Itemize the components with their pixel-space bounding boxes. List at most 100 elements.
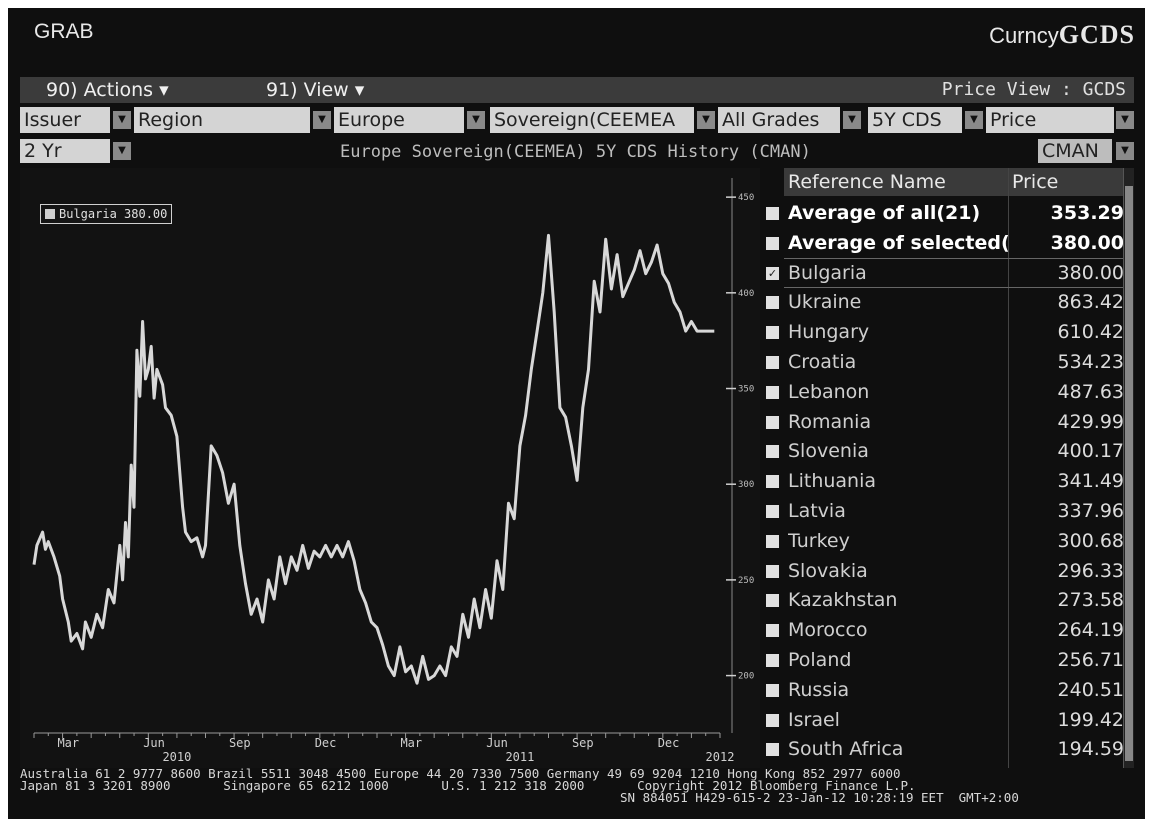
issuer-dropdown[interactable]: Issuer [20, 107, 110, 133]
row-checkbox[interactable] [766, 505, 779, 518]
table-row[interactable]: Slovenia 400.17 [760, 436, 1124, 466]
view-menu[interactable]: 91) View ▾ [266, 78, 364, 102]
x-tick-label: Dec [315, 736, 337, 750]
reference-price: 194.59 [1057, 738, 1124, 761]
cds-history-chart: 450 400 350 300 250 200 Mar Jun Sep Dec Mar Jun Sep D… [20, 168, 760, 768]
region-dropdown-arrow-icon[interactable]: ▼ [313, 111, 331, 129]
table-row[interactable]: Romania 429.99 [760, 407, 1124, 437]
scrollbar-thumb[interactable] [1125, 186, 1133, 761]
reference-name: Ukraine [788, 291, 862, 314]
menu-bar: 90) Actions ▾ 91) View ▾ Price View : GC… [20, 77, 1134, 103]
price-dropdown-label: Price [990, 109, 1037, 131]
table-row[interactable]: Turkey 300.68 [760, 526, 1124, 556]
x-tick-label: Jun [143, 736, 165, 750]
table-row[interactable]: Russia 240.51 [760, 675, 1124, 705]
reference-name-header[interactable]: Reference Name [788, 171, 946, 193]
x-tick-label: Sep [229, 736, 251, 750]
reference-price: 380.00 [1057, 261, 1124, 284]
price-dropdown[interactable]: Price [986, 107, 1114, 133]
region-dropdown[interactable]: Region [134, 107, 310, 133]
row-checkbox[interactable] [766, 743, 779, 757]
source-dropdown-label: CMAN [1042, 140, 1099, 162]
period-dropdown[interactable]: 2 Yr [20, 139, 110, 163]
table-row[interactable]: Average of all(21) 353.29 [760, 198, 1124, 228]
table-row[interactable]: Hungary 610.42 [760, 317, 1124, 347]
row-checkbox[interactable] [766, 356, 779, 369]
actions-menu[interactable]: 90) Actions ▾ [46, 78, 169, 102]
row-checkbox[interactable] [766, 296, 779, 310]
grades-dropdown-arrow-icon[interactable]: ▼ [843, 111, 861, 129]
row-checkbox[interactable] [766, 475, 779, 489]
reference-name: Turkey [788, 529, 850, 552]
selected-row-highlight [784, 257, 1124, 288]
grab-label: GRAB [34, 20, 94, 43]
view-menu-label: 91) View [266, 79, 349, 101]
table-row[interactable]: ✓ Bulgaria 380.00 [760, 257, 1124, 288]
tenor-dropdown[interactable]: 5Y CDS [868, 107, 962, 133]
table-row[interactable]: Latvia 337.96 [760, 496, 1124, 526]
table-row[interactable]: Poland 256.71 [760, 645, 1124, 675]
price-dropdown-arrow-icon[interactable]: ▼ [1116, 111, 1134, 129]
row-checkbox[interactable] [766, 564, 779, 578]
sovereign-dropdown-arrow-icon[interactable]: ▼ [697, 111, 715, 129]
source-dropdown-arrow-icon[interactable]: ▼ [1116, 142, 1134, 160]
sovereign-dropdown[interactable]: Sovereign(CEEMEA [490, 107, 694, 133]
table-row[interactable]: Israel 199.42 [760, 705, 1124, 735]
table-row[interactable]: Morocco 264.19 [760, 615, 1124, 645]
row-checkbox[interactable] [766, 385, 779, 399]
row-checkbox[interactable] [766, 326, 779, 340]
table-row[interactable]: Average of selected(380.00 [760, 228, 1124, 258]
row-checkbox[interactable] [766, 236, 779, 250]
reference-price: 610.42 [1057, 321, 1124, 344]
row-checkbox[interactable] [766, 415, 779, 429]
row-checkbox[interactable] [766, 683, 779, 697]
period-dropdown-arrow-icon[interactable]: ▼ [113, 142, 131, 160]
price-view-label: Price View : GCDS [941, 79, 1126, 100]
table-row[interactable]: South Africa 194.59 [760, 734, 1124, 764]
reference-name: Kazakhstan [788, 589, 898, 612]
row-checkbox[interactable] [766, 207, 779, 220]
grades-dropdown[interactable]: All Grades [718, 107, 840, 133]
row-checkbox[interactable] [766, 594, 779, 608]
row-checkbox[interactable] [766, 713, 779, 727]
price-header[interactable]: Price [1012, 171, 1059, 193]
table-row[interactable]: Ukraine 863.42 [760, 287, 1124, 317]
source-dropdown[interactable]: CMAN [1038, 139, 1112, 163]
reference-name: Bulgaria [788, 261, 867, 284]
tenor-dropdown-arrow-icon[interactable]: ▼ [965, 111, 983, 129]
reference-name: Poland [788, 649, 852, 671]
y-tick-label: 250 [738, 576, 754, 586]
region-dropdown-label: Region [138, 109, 204, 131]
reference-price: 863.42 [1057, 291, 1124, 314]
table-row[interactable]: Lebanon 487.63 [760, 377, 1124, 407]
reference-price: 296.33 [1057, 559, 1124, 582]
reference-table: Reference Name Price Average of all(21) 3… [760, 168, 1134, 768]
row-checkbox[interactable] [766, 654, 779, 667]
reference-name: Latvia [788, 500, 846, 522]
table-row[interactable]: Kazakhstan 273.58 [760, 585, 1124, 615]
reference-name: Slovakia [788, 559, 868, 582]
y-tick-label: 200 [738, 672, 754, 682]
reference-name: Lebanon [788, 380, 870, 403]
reference-price: 337.96 [1057, 500, 1124, 522]
table-row[interactable]: Lithuania 341.49 [760, 466, 1124, 496]
issuer-dropdown-arrow-icon[interactable]: ▼ [113, 111, 131, 129]
x-tick-label: Mar [57, 736, 79, 750]
row-checkbox[interactable] [766, 534, 779, 548]
footer-line-1: Australia 61 2 9777 8600 Brazil 5511 304… [20, 766, 901, 781]
y-tick-label: 450 [738, 193, 754, 203]
europe-dropdown-arrow-icon[interactable]: ▼ [467, 111, 485, 129]
reference-price: 264.19 [1057, 619, 1124, 642]
reference-name: Average of selected( [788, 231, 1008, 254]
table-scrollbar[interactable] [1123, 168, 1134, 768]
row-checkbox[interactable] [766, 445, 779, 459]
europe-dropdown[interactable]: Europe [334, 107, 464, 133]
x-tick-label: Jun [486, 736, 508, 750]
column-divider [1008, 168, 1009, 768]
row-checkbox[interactable] [766, 624, 779, 638]
table-row[interactable]: Slovakia 296.33 [760, 556, 1124, 586]
row-checkbox[interactable]: ✓ [766, 266, 779, 280]
chevron-down-icon: ▾ [159, 79, 169, 101]
x-year-label: 2012 [706, 750, 735, 764]
table-row[interactable]: Croatia 534.23 [760, 347, 1124, 377]
